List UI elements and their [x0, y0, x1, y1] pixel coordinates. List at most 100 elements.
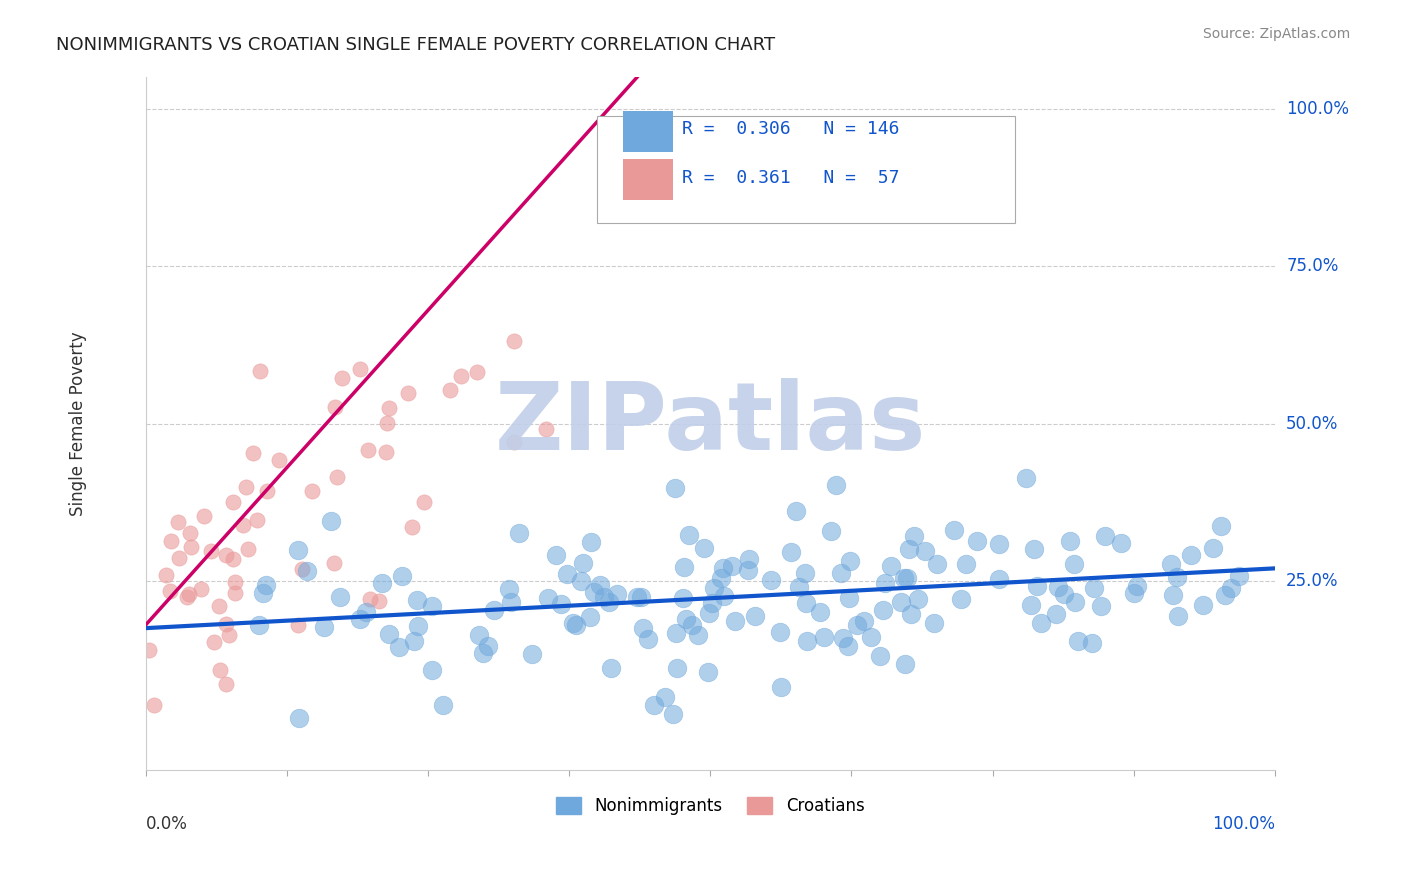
- Point: [896, 571, 918, 585]
- FancyBboxPatch shape: [623, 159, 673, 200]
- Point: [371, 576, 394, 591]
- Point: [675, 612, 697, 626]
- Point: [193, 508, 215, 523]
- Point: [1045, 607, 1067, 621]
- Point: [697, 665, 720, 680]
- Point: [633, 621, 655, 635]
- Point: [218, 628, 240, 642]
- Point: [820, 524, 842, 539]
- Point: [1090, 599, 1112, 613]
- Point: [872, 603, 894, 617]
- Point: [1122, 585, 1144, 599]
- Text: 75.0%: 75.0%: [1286, 257, 1339, 276]
- Point: [465, 365, 488, 379]
- Point: [402, 633, 425, 648]
- Point: [893, 571, 915, 585]
- Point: [579, 534, 602, 549]
- Point: [214, 616, 236, 631]
- Point: [254, 578, 277, 592]
- Point: [180, 540, 202, 554]
- Text: ZIPatlas: ZIPatlas: [495, 377, 927, 469]
- Point: [769, 625, 792, 640]
- Point: [222, 494, 245, 508]
- Text: NONIMMIGRANTS VS CROATIAN SINGLE FEMALE POVERTY CORRELATION CHART: NONIMMIGRANTS VS CROATIAN SINGLE FEMALE …: [56, 36, 775, 54]
- Point: [1126, 579, 1149, 593]
- Point: [1047, 580, 1070, 594]
- Point: [224, 575, 246, 590]
- Point: [987, 572, 1010, 586]
- Point: [630, 590, 652, 604]
- Point: [138, 643, 160, 657]
- Point: [845, 618, 868, 632]
- Point: [249, 364, 271, 378]
- Point: [678, 527, 700, 541]
- Point: [1220, 581, 1243, 595]
- Point: [1209, 519, 1232, 533]
- Point: [190, 582, 212, 596]
- Point: [697, 606, 720, 620]
- Point: [1213, 588, 1236, 602]
- Point: [368, 594, 391, 608]
- Point: [1019, 598, 1042, 612]
- Point: [256, 484, 278, 499]
- Point: [277, 786, 299, 800]
- Point: [176, 590, 198, 604]
- Point: [200, 544, 222, 558]
- Point: [785, 504, 807, 518]
- Point: [238, 542, 260, 557]
- Point: [808, 606, 831, 620]
- Point: [354, 605, 377, 619]
- Point: [914, 544, 936, 558]
- Text: 25.0%: 25.0%: [1286, 572, 1339, 590]
- Text: 100.0%: 100.0%: [1212, 814, 1275, 833]
- Point: [780, 545, 803, 559]
- Point: [737, 563, 759, 577]
- Point: [377, 627, 399, 641]
- Point: [391, 568, 413, 582]
- Point: [1180, 548, 1202, 562]
- Point: [420, 599, 443, 613]
- Point: [589, 578, 612, 592]
- Point: [1229, 569, 1251, 583]
- Point: [1202, 541, 1225, 555]
- Point: [359, 591, 381, 606]
- Point: [813, 630, 835, 644]
- Point: [357, 443, 380, 458]
- Point: [378, 401, 401, 416]
- Text: Source: ZipAtlas.com: Source: ZipAtlas.com: [1202, 27, 1350, 41]
- Point: [626, 590, 648, 604]
- Point: [672, 591, 695, 605]
- Point: [724, 614, 747, 628]
- Point: [900, 607, 922, 622]
- Point: [571, 556, 593, 570]
- Point: [349, 612, 371, 626]
- Point: [401, 520, 423, 534]
- Point: [592, 590, 614, 604]
- Point: [643, 698, 665, 713]
- Point: [209, 663, 232, 677]
- Point: [1166, 570, 1188, 584]
- Point: [682, 618, 704, 632]
- Point: [950, 591, 973, 606]
- Point: [287, 617, 309, 632]
- Point: [579, 610, 602, 624]
- Point: [287, 542, 309, 557]
- Point: [898, 541, 921, 556]
- Point: [869, 649, 891, 664]
- Point: [738, 552, 761, 566]
- Legend: Nonimmigrants, Croatians: Nonimmigrants, Croatians: [548, 789, 873, 823]
- Point: [546, 548, 568, 562]
- Point: [323, 400, 346, 414]
- Point: [208, 599, 231, 613]
- Point: [1053, 587, 1076, 601]
- Point: [966, 533, 988, 548]
- Point: [267, 452, 290, 467]
- Point: [665, 661, 688, 675]
- Point: [177, 587, 200, 601]
- Point: [520, 648, 543, 662]
- Point: [925, 557, 948, 571]
- Point: [662, 706, 685, 721]
- Point: [565, 618, 588, 632]
- Point: [388, 640, 411, 654]
- Text: R =  0.361   N =  57: R = 0.361 N = 57: [682, 169, 900, 186]
